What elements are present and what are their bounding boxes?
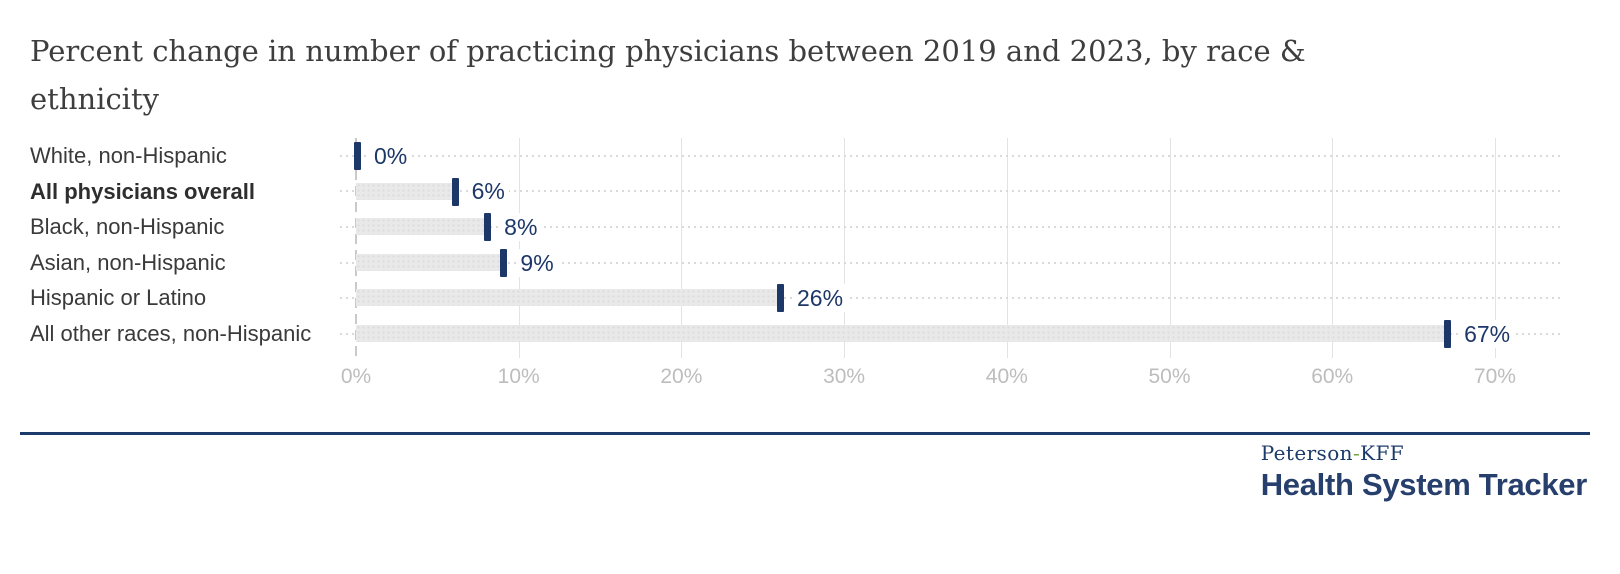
value-marker [354, 142, 361, 170]
bar [356, 289, 780, 307]
zero-axis-line [355, 138, 357, 358]
value-label: 0% [370, 141, 412, 170]
brand-peterson: Peterson [1260, 441, 1353, 465]
row-plot: 0% [340, 138, 1560, 174]
brand-hyphen: - [1352, 441, 1361, 465]
gridline [518, 138, 520, 358]
bar [356, 182, 454, 200]
chart-row: All other races, non-Hispanic 67% [30, 316, 1560, 352]
value-marker [500, 248, 508, 277]
value-marker [451, 177, 459, 206]
category-label: Asian, non-Hispanic [30, 249, 226, 275]
chart-row: Black, non-Hispanic 8% [30, 209, 1560, 245]
x-tick-label: 70% [1473, 365, 1516, 388]
bar [356, 218, 487, 236]
bar [356, 324, 1447, 342]
row-plot: 6% [340, 174, 1560, 210]
chart-title-line2: ethnicity [30, 82, 159, 116]
row-plot: 67% [340, 316, 1560, 352]
grid-layer [355, 138, 1560, 358]
value-label: 67% [1460, 319, 1515, 348]
value-marker [777, 284, 785, 313]
category-label: Hispanic or Latino [30, 285, 207, 311]
row-dotted-line [340, 154, 1560, 157]
chart-row: White, non-Hispanic 0% [30, 138, 1560, 174]
chart-row: All physicians overall 6% [30, 174, 1560, 210]
value-label: 9% [516, 248, 558, 277]
value-marker [1444, 319, 1452, 348]
chart-row: Asian, non-Hispanic 9% [30, 245, 1560, 281]
category-label: All other races, non-Hispanic [30, 320, 312, 346]
gridline [681, 138, 683, 358]
row-plot: 8% [340, 209, 1560, 245]
x-tick-label: 30% [823, 365, 866, 388]
category-label: All physicians overall [30, 178, 255, 204]
gridline [1169, 138, 1171, 358]
value-label: 6% [467, 177, 509, 206]
x-tick-label: 0% [340, 365, 372, 388]
brand-name-large: Health System Tracker [1260, 467, 1588, 502]
gridline [844, 138, 846, 358]
x-tick-label: 20% [660, 365, 703, 388]
x-tick-label: 50% [1148, 365, 1191, 388]
chart-title-line1: Percent change in number of practicing p… [30, 34, 1306, 68]
brand-kff: KFF [1360, 441, 1405, 465]
chart-rows: White, non-Hispanic 0% All physicians over… [30, 138, 1560, 352]
brand-name-small: Peterson-KFF [1261, 442, 1587, 464]
footer-divider [20, 432, 1590, 435]
value-label: 26% [793, 284, 848, 313]
row-dotted-line [340, 261, 1560, 264]
chart-row: Hispanic or Latino 26% [30, 280, 1560, 316]
row-dotted-line [340, 190, 1560, 193]
category-label: White, non-Hispanic [30, 143, 227, 168]
gridline [1006, 138, 1008, 358]
chart-title: Percent change in number of practicing p… [30, 27, 1550, 123]
row-plot: 26% [340, 280, 1560, 316]
bar [356, 253, 503, 271]
x-tick-label: 60% [1311, 365, 1354, 388]
value-marker [484, 213, 492, 242]
x-axis: 0% 10% 20% 30% 40% 50% 60% 70% [341, 364, 1560, 390]
brand-logo: Peterson-KFF Health System Tracker [1260, 442, 1588, 502]
category-label: Black, non-Hispanic [30, 214, 225, 240]
value-label: 8% [500, 212, 542, 241]
row-dotted-line [340, 225, 1560, 228]
gridline [1332, 138, 1334, 358]
x-tick-label: 10% [497, 365, 540, 388]
x-tick-label: 40% [985, 365, 1028, 388]
gridline [1494, 138, 1496, 358]
row-plot: 9% [340, 245, 1560, 281]
row-dotted-line [340, 297, 1560, 300]
bar-chart: White, non-Hispanic 0% All physicians over… [30, 138, 1560, 390]
